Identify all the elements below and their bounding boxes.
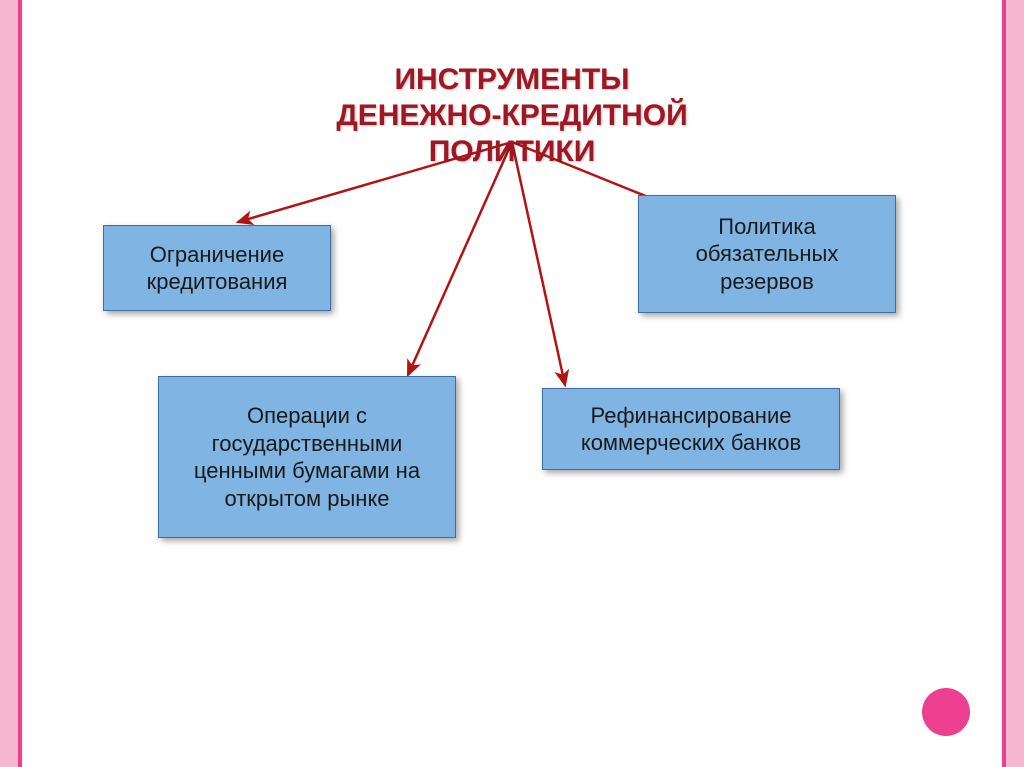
diagram-box-box4: Рефинансирование коммерческих банков [542,388,840,470]
border-left-outer [0,0,18,767]
slide-title: ИНСТРУМЕНТЫ ДЕНЕЖНО-КРЕДИТНОЙ ПОЛИТИКИ [256,62,768,170]
diagram-box-box3: Операции с государственными ценными бума… [158,376,456,538]
slide-canvas: ИНСТРУМЕНТЫ ДЕНЕЖНО-КРЕДИТНОЙ ПОЛИТИКИ О… [0,0,1024,767]
accent-circle [922,688,970,736]
border-right-inner [1002,0,1006,767]
border-right-outer [1006,0,1024,767]
diagram-box-box1: Ограничение кредитования [103,225,331,311]
diagram-box-box2: Политика обязательных резервов [638,195,896,313]
border-left-inner [18,0,22,767]
